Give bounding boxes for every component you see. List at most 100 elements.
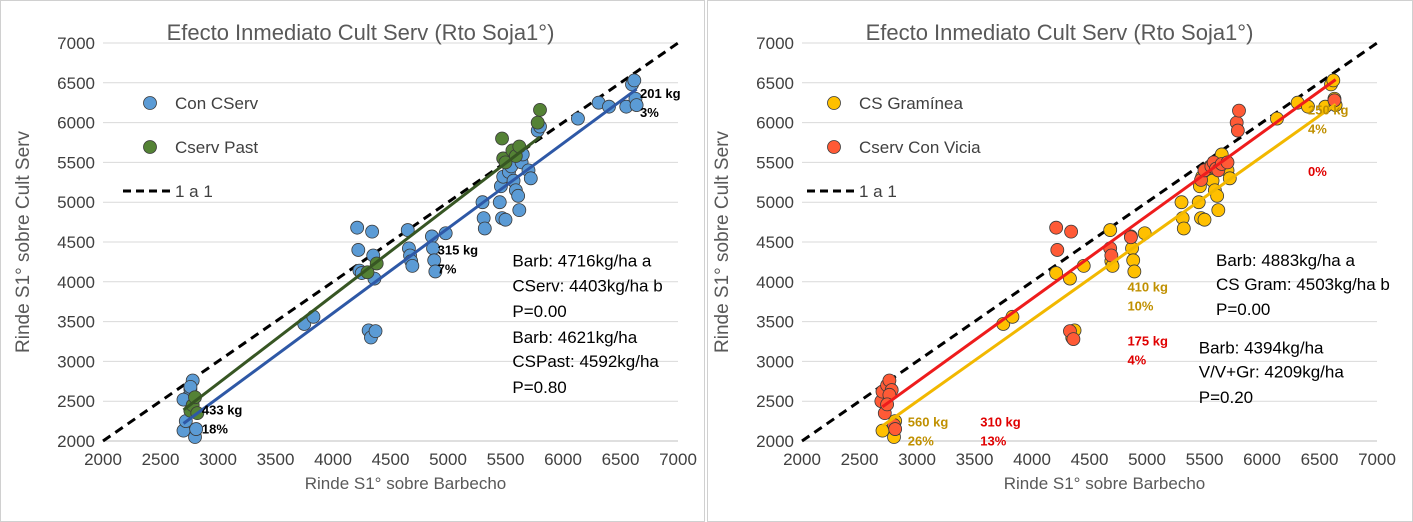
y-tick-label: 3000: [57, 352, 95, 371]
y-tick-label: 7000: [756, 34, 794, 53]
annotation-label: 7%: [438, 262, 457, 277]
data-point-b: [1050, 243, 1065, 257]
data-point-a: [629, 98, 644, 112]
x-tick-label: 6500: [602, 450, 640, 469]
annotation-label: 410 kg: [1127, 279, 1168, 294]
x-tick-label: 2500: [142, 450, 180, 469]
y-tick-label: 3000: [756, 352, 794, 371]
y-tick-label: 6500: [756, 74, 794, 93]
x-tick-label: 2000: [84, 450, 122, 469]
annotation-label: 26%: [908, 434, 934, 449]
legend-marker: [143, 140, 157, 154]
data-point-a: [523, 171, 538, 186]
stats-label: Barb: 4394kg/ha: [1199, 338, 1324, 357]
y-tick-label: 6000: [756, 114, 794, 133]
y-tick-label: 6500: [57, 74, 95, 93]
y-tick-label: 4500: [756, 233, 794, 252]
annotation-label: 3%: [640, 105, 659, 120]
data-point-a: [1176, 221, 1191, 236]
panel-divider: [705, 0, 707, 522]
x-tick-label: 7000: [659, 450, 697, 469]
x-tick-label: 5500: [1186, 450, 1224, 469]
y-tick-label: 5000: [57, 193, 95, 212]
annotation-label: 4%: [1308, 122, 1327, 137]
chart-title: Efecto Inmediato Cult Serv (Rto Soja1°): [866, 20, 1254, 45]
data-point-a: [1211, 203, 1226, 218]
data-point-a: [498, 212, 513, 227]
data-point-a: [1174, 195, 1189, 210]
y-tick-label: 5000: [756, 193, 794, 212]
legend-label: Cserv Con Vicia: [859, 138, 981, 157]
annotation-label: 18%: [202, 422, 228, 437]
scatter-chart-cserv-past: 2000 2500 3000 3500 4000 4500 5000 5500 6000 6500…: [13, 20, 697, 493]
y-tick-label: 5500: [756, 153, 794, 172]
x-tick-label: 2000: [783, 450, 821, 469]
x-tick-label: 4000: [1013, 450, 1051, 469]
data-point-a: [512, 203, 527, 218]
data-point-a: [875, 423, 890, 438]
data-point-a: [189, 422, 204, 436]
x-tick-label: 6000: [544, 450, 582, 469]
y-tick-label: 2500: [756, 392, 794, 411]
chart-panel-right: 2000 2500 3000 3500 4000 4500 5000 5500 6000 6500…: [707, 0, 1413, 522]
data-point-b: [1230, 123, 1245, 138]
x-tick-label: 3500: [257, 450, 295, 469]
data-point-a: [1197, 212, 1212, 227]
x-tick-label: 4500: [1071, 450, 1109, 469]
x-tick-label: 2500: [841, 450, 879, 469]
data-point-a: [368, 324, 383, 339]
x-axis-label: Rinde S1° sobre Barbecho: [305, 474, 506, 493]
legend-label: 1 a 1: [859, 182, 897, 201]
y-tick-label: 2000: [756, 432, 794, 451]
y-axis-label: Rinde S1° sobre Cult Serv: [712, 131, 733, 353]
trend-line-a: [881, 103, 1337, 428]
annotation-label: 175 kg: [1127, 333, 1168, 348]
y-tick-label: 7000: [57, 34, 95, 53]
data-point-a: [511, 188, 526, 203]
legend-label: Con CServ: [175, 94, 259, 113]
annotation-label: 250 kg: [1308, 103, 1349, 118]
trend-line-b: [182, 135, 541, 412]
data-point-a: [428, 264, 443, 279]
stats-label: Barb: 4621kg/ha: [512, 328, 637, 347]
y-tick-label: 3500: [57, 313, 95, 332]
stats-label: CS Gram: 4503kg/ha b: [1216, 275, 1390, 294]
annotation-label: 201 kg: [640, 86, 681, 101]
data-point-b: [530, 115, 545, 130]
data-point-a: [602, 99, 616, 114]
data-point-b: [1049, 220, 1064, 235]
data-point-a: [351, 243, 366, 257]
scatter-chart-vicia-graminea: 2000 2500 3000 3500 4000 4500 5000 5500 6000 6500…: [712, 20, 1396, 493]
y-tick-label: 4000: [756, 273, 794, 292]
data-point-a: [571, 111, 585, 126]
trend-line-b: [881, 78, 1337, 408]
x-tick-label: 3500: [956, 450, 994, 469]
data-point-a: [405, 258, 420, 273]
legend-marker: [827, 140, 841, 154]
x-tick-label: 5000: [429, 450, 467, 469]
data-point-b: [533, 102, 547, 117]
annotation-label: 10%: [1127, 298, 1153, 313]
y-tick-label: 5500: [57, 153, 95, 172]
legend-label: CS Gramínea: [859, 94, 963, 113]
data-point-a: [1127, 264, 1142, 279]
stats-label: P=0.80: [512, 378, 566, 397]
x-axis-label: Rinde S1° sobre Barbecho: [1004, 474, 1205, 493]
annotation-label: 310 kg: [980, 415, 1021, 430]
x-tick-label: 7000: [1358, 450, 1396, 469]
y-tick-label: 3500: [756, 313, 794, 332]
y-axis-label: Rinde S1° sobre Cult Serv: [13, 131, 34, 353]
stats-label: P=0.20: [1199, 388, 1253, 407]
y-tick-label: 2000: [57, 432, 95, 451]
annotation-label: 4%: [1127, 352, 1146, 367]
x-tick-label: 4000: [314, 450, 352, 469]
legend-label: Cserv Past: [175, 138, 258, 157]
x-tick-label: 3000: [898, 450, 936, 469]
data-point-a: [365, 224, 380, 239]
annotation-label: 433 kg: [202, 403, 243, 418]
data-point-b: [1232, 103, 1246, 118]
x-tick-label: 5500: [487, 450, 525, 469]
x-tick-label: 6000: [1243, 450, 1281, 469]
x-tick-label: 3000: [199, 450, 237, 469]
y-tick-label: 2500: [57, 392, 95, 411]
